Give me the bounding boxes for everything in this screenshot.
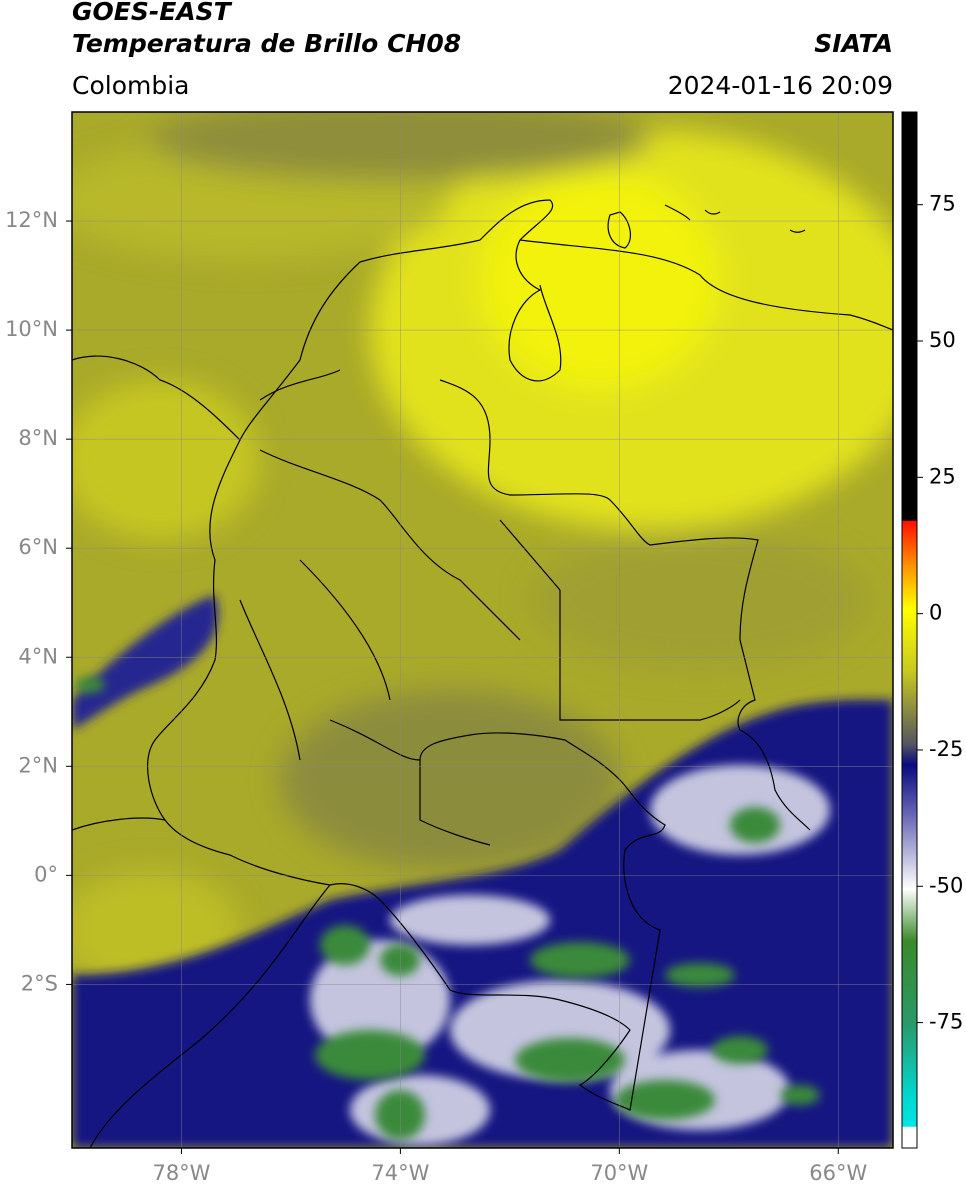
- title: GOES-EAST: [72, 0, 233, 26]
- lat-tick-label: 0°: [34, 862, 58, 886]
- datetime: 2024-01-16 20:09: [668, 71, 893, 100]
- lat-tick-label: 12°N: [5, 208, 58, 232]
- colorbar-tick-label: 50: [929, 328, 956, 352]
- source: SIATA: [814, 29, 893, 58]
- lon-tick-label: 70°W: [590, 1161, 648, 1185]
- lon-tick-label: 78°W: [152, 1161, 210, 1185]
- region: Colombia: [72, 71, 189, 100]
- grid: [72, 112, 893, 1148]
- lat-tick-label: 2°N: [18, 753, 58, 777]
- lon-tick-label: 66°W: [809, 1161, 867, 1185]
- borders: [72, 199, 893, 1148]
- colorbar-tick-label: -75: [929, 1010, 963, 1034]
- lon-tick-label: 74°W: [371, 1161, 429, 1185]
- colorbar-tick-label: 75: [929, 192, 956, 216]
- subtitle: Temperatura de Brillo CH08: [72, 29, 461, 58]
- colorbar-tick-label: -50: [929, 873, 963, 897]
- lat-tick-label: 10°N: [5, 317, 58, 341]
- colorbar-tick-label: -25: [929, 737, 963, 761]
- colorbar-tick-label: 0: [929, 601, 942, 625]
- lat-tick-label: 8°N: [18, 426, 58, 450]
- lat-tick-label: 2°S: [21, 971, 58, 995]
- lat-tick-label: 4°N: [18, 644, 58, 668]
- colorbar: [901, 111, 918, 1149]
- map-frame: [71, 111, 894, 1149]
- colorbar-tick-label: 25: [929, 464, 956, 488]
- lat-tick-label: 6°N: [18, 535, 58, 559]
- satellite-image: [72, 112, 893, 1148]
